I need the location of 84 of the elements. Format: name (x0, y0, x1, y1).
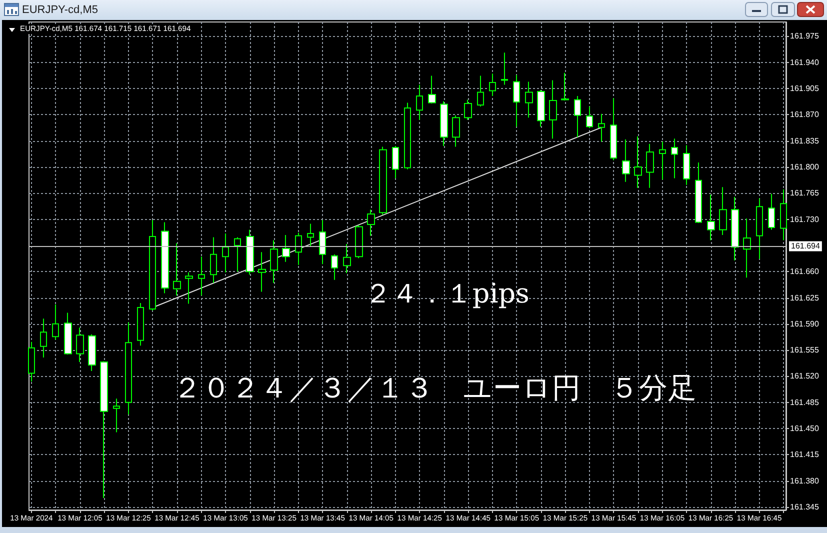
chart-title: EURJPY-cd,M5 (22, 4, 98, 17)
candlestick (756, 198, 763, 260)
candlestick (270, 240, 278, 284)
y-tick-label: 161.940 (790, 58, 820, 67)
candlestick (452, 114, 460, 148)
candlestick (64, 312, 72, 356)
candlestick (343, 243, 351, 274)
candlestick (185, 272, 193, 304)
candlestick (295, 232, 302, 266)
y-tick-label: 161.905 (790, 84, 820, 94)
candlestick (392, 146, 399, 179)
candlestick (28, 341, 35, 382)
candlestick (282, 234, 290, 262)
candlestick (683, 144, 690, 186)
candlestick (137, 302, 144, 346)
y-tick-label: 161.870 (790, 110, 820, 120)
candlestick (404, 102, 411, 170)
y-tick-label: 161.450 (790, 424, 820, 434)
y-tick-label: 161.345 (790, 502, 820, 512)
y-tick-label: 161.835 (790, 136, 820, 146)
candlestick (76, 327, 84, 363)
y-tick-label: 161.590 (790, 319, 820, 328)
y-tick-label: 161.800 (790, 162, 820, 172)
candlestick (622, 138, 630, 182)
candlestick (319, 220, 326, 265)
candlestick (646, 143, 654, 188)
candlestick (719, 186, 727, 236)
candlestick (161, 222, 169, 294)
y-tick-label: 161.415 (790, 450, 820, 460)
candlestick (707, 194, 715, 241)
candlestick (464, 99, 472, 120)
ref-line-label: 161.694 (791, 242, 820, 251)
candlestick (222, 232, 229, 273)
y-tick-label: 161.485 (790, 398, 820, 407)
candlestick (501, 52, 508, 86)
candlestick (525, 81, 533, 118)
candlestick (440, 100, 448, 147)
candlestick (246, 229, 254, 276)
candlestick (695, 162, 702, 224)
candlestick (355, 224, 363, 259)
candlestick (307, 223, 314, 247)
candlestick (379, 146, 387, 216)
candlestick (574, 95, 581, 138)
candlestick (149, 220, 156, 311)
candlestick (234, 236, 241, 272)
candlestick (489, 73, 496, 96)
annotation: ２４．１pips (364, 278, 530, 310)
candlestick (598, 113, 605, 142)
candlestick (40, 318, 47, 358)
candlestick (173, 242, 181, 296)
candlestick (768, 193, 775, 230)
candlestick (549, 80, 557, 140)
candlestick (586, 106, 593, 129)
y-tick-label: 161.555 (790, 346, 820, 355)
candlestick (210, 236, 217, 284)
candlestick (113, 398, 120, 433)
candlestick (125, 322, 132, 415)
y-tick-label: 161.975 (790, 32, 820, 41)
candlestick (477, 75, 484, 107)
candlestick (100, 360, 108, 499)
candlestick (743, 218, 751, 278)
candlestick (561, 72, 569, 101)
candlestick (367, 209, 375, 236)
y-tick-label: 161.625 (790, 293, 820, 302)
candlestick (416, 84, 423, 120)
y-tick-label: 161.765 (790, 188, 820, 198)
y-tick-label: 161.520 (790, 372, 820, 381)
candlestick (634, 136, 642, 188)
candlestick (198, 256, 205, 296)
y-tick-label: 161.380 (790, 476, 820, 486)
candlestick (537, 90, 545, 128)
y-tick-label: 161.660 (790, 267, 820, 276)
candlestick (659, 141, 666, 180)
annotation: ２０２４／３／１３ ユーロ円 ５分足 (172, 372, 697, 404)
candlestick (88, 334, 96, 372)
candlestick (258, 252, 266, 292)
candlestick (671, 138, 678, 179)
candlestick (52, 304, 59, 340)
candlestick (428, 75, 436, 104)
candlestick (513, 74, 520, 128)
candlestick (731, 196, 739, 261)
y-tick-label: 161.730 (790, 214, 820, 224)
candlestick (331, 254, 338, 280)
candlestick (610, 98, 617, 161)
